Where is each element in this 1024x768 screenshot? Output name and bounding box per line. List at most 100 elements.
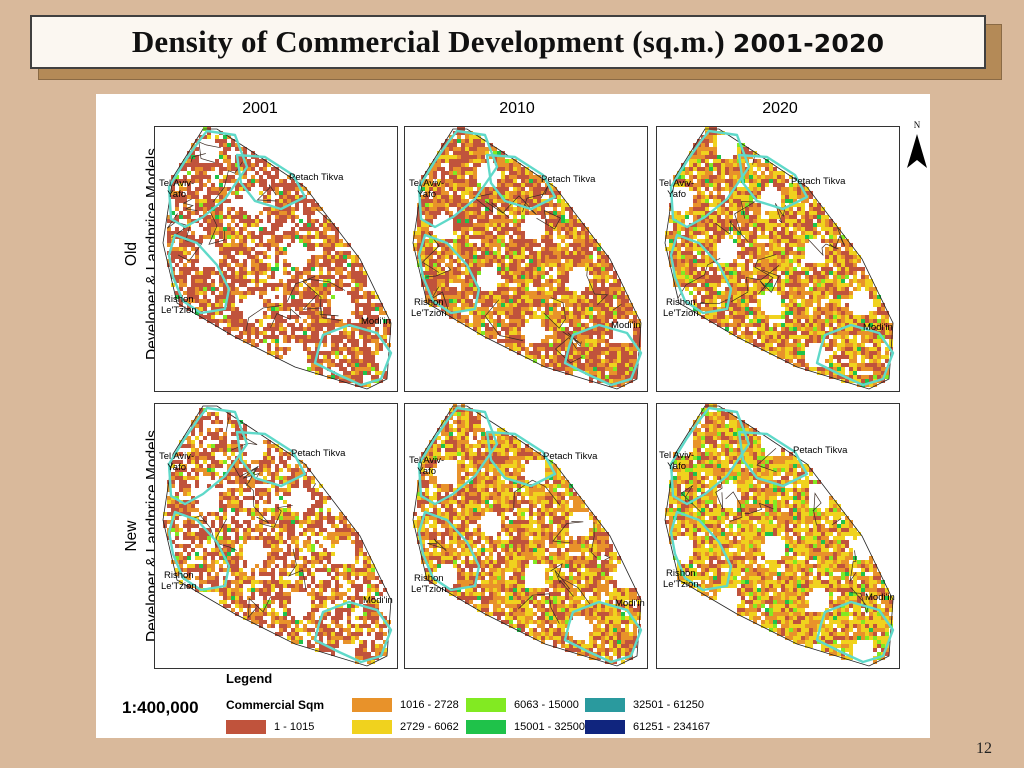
density-cell bbox=[781, 235, 785, 239]
density-cell bbox=[481, 303, 485, 307]
density-cell bbox=[845, 343, 849, 347]
density-cell bbox=[231, 271, 235, 275]
density-cell bbox=[697, 207, 701, 211]
density-cell bbox=[697, 171, 701, 175]
density-cell bbox=[673, 279, 677, 283]
density-cell bbox=[569, 231, 573, 235]
row-label-new-line1: New bbox=[123, 520, 140, 552]
density-cell bbox=[323, 299, 327, 303]
density-cell bbox=[311, 335, 315, 339]
density-cell bbox=[207, 303, 211, 307]
density-cell bbox=[223, 251, 227, 255]
density-cell bbox=[433, 215, 437, 219]
density-cell bbox=[279, 195, 283, 199]
density-cell bbox=[239, 207, 243, 211]
density-cell bbox=[191, 195, 195, 199]
density-cell bbox=[175, 231, 179, 235]
density-cell bbox=[207, 267, 211, 271]
density-cell bbox=[497, 211, 501, 215]
density-cell bbox=[741, 307, 745, 311]
density-cell bbox=[223, 275, 227, 279]
density-cell bbox=[469, 275, 473, 279]
density-cell bbox=[737, 227, 741, 231]
density-cell bbox=[437, 275, 441, 279]
density-cell bbox=[267, 199, 271, 203]
density-cell bbox=[271, 351, 275, 355]
density-cell bbox=[709, 267, 713, 271]
density-cell bbox=[605, 327, 609, 331]
density-cell bbox=[429, 199, 433, 203]
density-cell bbox=[801, 243, 805, 247]
density-cell bbox=[509, 287, 513, 291]
density-cell bbox=[203, 267, 207, 271]
density-cell bbox=[425, 203, 429, 207]
density-cell bbox=[785, 187, 789, 191]
density-cell bbox=[473, 283, 477, 287]
density-cell bbox=[853, 267, 857, 271]
density-cell bbox=[493, 299, 497, 303]
density-cell bbox=[445, 299, 449, 303]
density-cell bbox=[701, 207, 705, 211]
density-cell bbox=[501, 327, 505, 331]
density-cell bbox=[521, 171, 525, 175]
density-cell bbox=[821, 283, 825, 287]
density-cell bbox=[343, 255, 347, 259]
density-cell bbox=[347, 359, 351, 363]
density-cell bbox=[457, 275, 461, 279]
density-cell bbox=[371, 303, 375, 307]
density-cell bbox=[211, 227, 215, 231]
density-cell bbox=[773, 231, 777, 235]
density-cell bbox=[549, 191, 553, 195]
density-cell bbox=[513, 307, 517, 311]
density-cell bbox=[211, 211, 215, 215]
density-cell bbox=[597, 363, 601, 367]
density-cell bbox=[315, 255, 319, 259]
density-cell bbox=[223, 299, 227, 303]
density-cell bbox=[351, 255, 355, 259]
density-cell bbox=[529, 299, 533, 303]
density-cell bbox=[741, 199, 745, 203]
density-cell bbox=[351, 267, 355, 271]
density-cell bbox=[219, 319, 223, 323]
density-cell bbox=[235, 275, 239, 279]
density-cell bbox=[557, 311, 561, 315]
density-cell bbox=[275, 203, 279, 207]
density-cell bbox=[513, 159, 517, 163]
density-cell bbox=[837, 283, 841, 287]
density-cell bbox=[505, 323, 509, 327]
density-cell bbox=[505, 231, 509, 235]
density-cell bbox=[525, 203, 529, 207]
density-cell bbox=[573, 259, 577, 263]
density-cell bbox=[239, 187, 243, 191]
density-cell bbox=[765, 175, 769, 179]
density-cell bbox=[681, 239, 685, 243]
density-cell bbox=[769, 219, 773, 223]
density-cell bbox=[461, 163, 465, 167]
density-cell bbox=[789, 183, 793, 187]
density-cell bbox=[757, 247, 761, 251]
density-cell bbox=[609, 371, 613, 375]
density-cell bbox=[681, 267, 685, 271]
density-cell bbox=[251, 339, 255, 343]
density-cell bbox=[589, 331, 593, 335]
density-cell bbox=[737, 315, 741, 319]
density-cell bbox=[717, 311, 721, 315]
density-cell bbox=[585, 335, 589, 339]
label-rishon: Rishon Le'Tzion bbox=[161, 294, 197, 316]
density-cell bbox=[745, 263, 749, 267]
density-cell bbox=[521, 183, 525, 187]
density-cell bbox=[565, 271, 569, 275]
density-cell bbox=[473, 223, 477, 227]
density-cell bbox=[347, 375, 351, 379]
density-cell bbox=[541, 299, 545, 303]
density-cell bbox=[287, 339, 291, 343]
city-boundary bbox=[485, 153, 557, 211]
density-cell bbox=[493, 319, 497, 323]
density-cell bbox=[777, 231, 781, 235]
density-cell bbox=[761, 327, 765, 331]
density-cell bbox=[509, 211, 513, 215]
density-cell bbox=[191, 219, 195, 223]
density-cell bbox=[553, 279, 557, 283]
density-cell bbox=[319, 319, 323, 323]
density-cell bbox=[557, 267, 561, 271]
